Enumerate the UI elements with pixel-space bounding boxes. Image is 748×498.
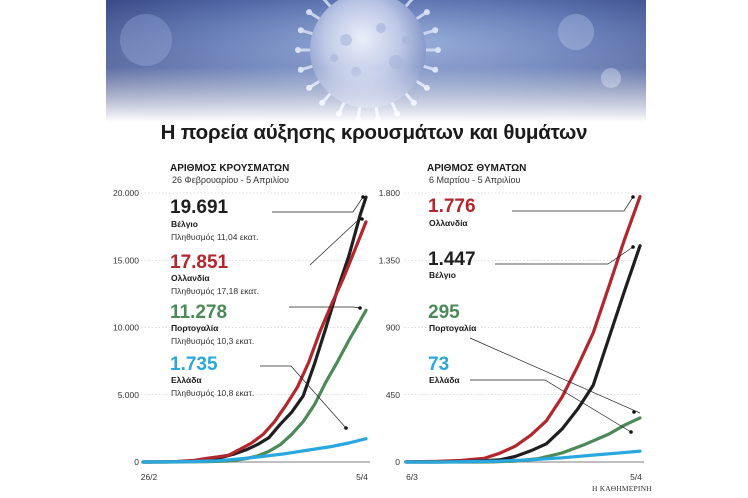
y-tick-label: 450 — [386, 390, 400, 400]
x-tick-label: 5/4 — [630, 472, 642, 482]
value-label-portugal: 11.278 — [170, 302, 227, 323]
deaths-chart-subtitle: 6 Μαρτίου - 5 Απριλίου — [429, 175, 521, 185]
value-label-greece: 73 — [428, 354, 449, 375]
leader-line-greece — [260, 365, 347, 429]
country-label-portugal: Πορτογαλία — [171, 323, 219, 333]
value-label-netherlands: 17.851 — [170, 252, 229, 273]
series-line-greece — [404, 449, 642, 464]
leader-line-belgium — [272, 196, 364, 213]
value-label-belgium: 1.447 — [428, 249, 476, 270]
coronavirus-banner-image — [106, 0, 646, 122]
x-tick-label: 5/4 — [356, 472, 368, 482]
value-label-portugal: 295 — [428, 302, 460, 323]
leader-dot-netherlands — [631, 195, 635, 199]
x-tick-label: 6/3 — [406, 472, 418, 482]
y-tick-label: 0 — [395, 457, 400, 467]
y-tick-label: 15.000 — [113, 255, 139, 265]
leader-dot-greece — [344, 426, 348, 430]
country-label-netherlands: Ολλανδία — [171, 273, 210, 283]
y-tick-label: 1.800 — [379, 188, 401, 198]
value-label-belgium: 19.691 — [170, 197, 229, 218]
country-label-belgium: Βέλγιο — [171, 219, 198, 229]
x-tick-label: 26/2 — [141, 472, 158, 482]
leader-dot-portugal — [358, 306, 362, 310]
country-label-netherlands: Ολλανδία — [429, 218, 468, 228]
leader-dot-belgium — [361, 195, 365, 199]
y-tick-label: 20.000 — [113, 188, 139, 198]
cases-chart-title: ΑΡΙΘΜΟΣ ΚΡΟΥΣΜΑΤΩΝ — [170, 163, 289, 174]
leader-line-netherlands — [309, 218, 363, 266]
population-label-greece: Πληθυσμός 10,8 εκατ. — [171, 388, 254, 398]
population-label-belgium: Πληθυσμός 11,04 εκατ. — [171, 232, 258, 242]
leader-dot-greece — [629, 430, 633, 434]
y-tick-label: 10.000 — [113, 323, 139, 333]
country-label-portugal: Πορτογαλία — [429, 323, 477, 333]
leader-line-portugal — [289, 306, 361, 309]
leader-line-greece — [470, 379, 632, 433]
leader-dot-belgium — [631, 245, 635, 249]
y-tick-label: 900 — [386, 323, 400, 333]
leader-line-belgium — [495, 246, 634, 265]
country-label-belgium: Βέλγιο — [429, 270, 456, 280]
series-line-greece — [141, 437, 368, 464]
population-label-portugal: Πληθυσμός 10,3 εκατ. — [171, 336, 254, 346]
deaths-chart-title: ΑΡΙΘΜΟΣ ΘΥΜΑΤΩΝ — [427, 163, 526, 174]
country-label-greece: Ελλάδα — [429, 375, 460, 385]
leader-dot-portugal — [632, 410, 636, 414]
newspaper-credit: Η ΚΑΘΗΜΕΡΙΝΗ — [592, 484, 652, 493]
leader-dot-netherlands — [360, 217, 364, 221]
population-label-netherlands: Πληθυσμός 17,18 εκατ. — [171, 286, 259, 296]
country-label-greece: Ελλάδα — [171, 375, 202, 385]
y-tick-label: 1.350 — [379, 255, 401, 265]
y-tick-label: 5.000 — [118, 390, 140, 400]
leader-line-netherlands — [512, 196, 634, 212]
cases-chart-subtitle: 26 Φεβρουαρίου - 5 Απριλίου — [172, 175, 289, 185]
y-tick-label: 0 — [134, 457, 139, 467]
value-label-greece: 1.735 — [170, 354, 218, 375]
value-label-netherlands: 1.776 — [428, 196, 476, 217]
main-title: Η πορεία αύξησης κρουσμάτων και θυμάτων — [160, 121, 588, 144]
leader-line-portugal — [469, 337, 641, 414]
